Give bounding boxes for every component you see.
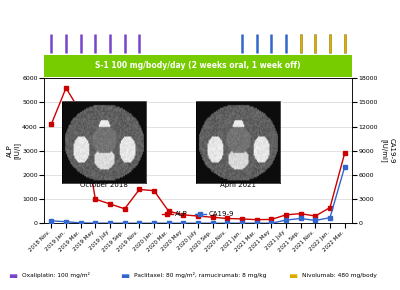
Text: Paclitaxel: 80 mg/m², ramucirumab: 8 mg/kg: Paclitaxel: 80 mg/m², ramucirumab: 8 mg/…	[134, 273, 266, 278]
Y-axis label: ALP
[IU/l]: ALP [IU/l]	[7, 142, 21, 159]
Text: ▬: ▬	[8, 271, 17, 280]
Text: S-1 100 mg/body/day (2 weeks oral, 1 week off): S-1 100 mg/body/day (2 weeks oral, 1 wee…	[95, 61, 301, 70]
Text: April 2021: April 2021	[220, 182, 256, 188]
Text: Nivolumab: 480 mg/body: Nivolumab: 480 mg/body	[302, 273, 377, 278]
Text: ▬: ▬	[288, 271, 297, 280]
Text: Oxaliplatin: 100 mg/m²: Oxaliplatin: 100 mg/m²	[22, 273, 90, 278]
Text: October 2018: October 2018	[80, 182, 128, 188]
Legend: ALP, CA19-9: ALP, CA19-9	[160, 208, 236, 220]
Y-axis label: CA19-9
[IU/ml]: CA19-9 [IU/ml]	[380, 138, 394, 164]
Text: ▬: ▬	[120, 271, 129, 280]
